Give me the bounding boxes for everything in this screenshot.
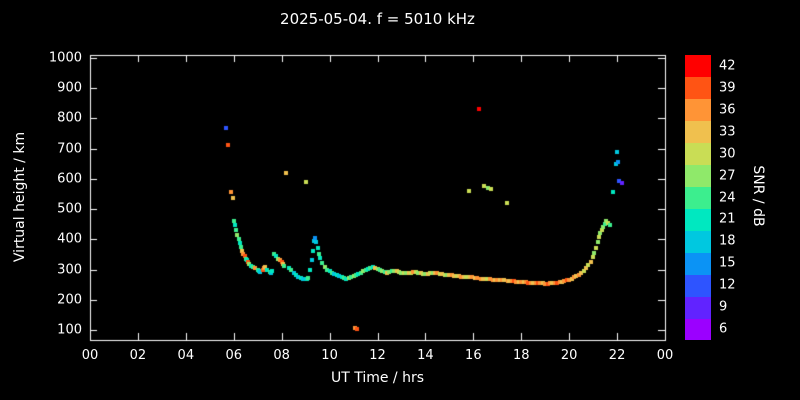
- colorbar-tick-label: 21: [719, 211, 736, 227]
- y-tick-label: 100: [57, 322, 82, 338]
- colorbar-band: [685, 296, 711, 319]
- colorbar-label: SNR / dB: [750, 165, 766, 227]
- colorbar-tick-label: 39: [719, 80, 736, 96]
- colorbar-band: [685, 164, 711, 188]
- colorbar-band: [685, 230, 711, 253]
- x-tick-label: 08: [273, 348, 290, 363]
- colorbar-band: [685, 252, 711, 275]
- x-tick-label: 06: [225, 348, 243, 363]
- snr-colorbar: [685, 55, 711, 341]
- y-tick-label: 600: [57, 171, 82, 187]
- colorbar-tick-label: 9: [719, 299, 728, 315]
- colorbar-tick-label: 15: [719, 255, 736, 271]
- colorbar-tick-label: 6: [719, 321, 728, 337]
- colorbar-tick-label: 18: [719, 233, 736, 249]
- y-tick-label: 200: [57, 292, 82, 308]
- x-tick-label: 22: [608, 348, 626, 363]
- x-tick-label: 00: [81, 348, 99, 363]
- colorbar-band: [685, 318, 711, 341]
- colorbar-tick-label: 24: [719, 190, 736, 205]
- y-tick-label: 800: [57, 110, 82, 126]
- x-tick-label: 20: [560, 348, 578, 363]
- x-tick-label: 14: [417, 348, 434, 363]
- y-tick-label: 1000: [48, 50, 82, 66]
- x-tick-label: 16: [465, 348, 482, 363]
- x-tick-label: 18: [512, 348, 530, 363]
- colorbar-band: [685, 76, 711, 100]
- x-tick-label: 02: [129, 348, 147, 363]
- y-axis-label: Virtual height / km: [12, 131, 28, 263]
- colorbar-tick-label: 33: [719, 124, 736, 140]
- y-tick-label: 700: [57, 141, 82, 157]
- x-tick-label: 12: [369, 348, 386, 363]
- x-tick-label: 10: [321, 348, 338, 363]
- colorbar-band: [685, 142, 711, 166]
- colorbar-band: [685, 120, 711, 144]
- colorbar-band: [685, 186, 711, 209]
- x-axis-label: UT Time / hrs: [330, 370, 425, 386]
- y-tick-label: 300: [57, 262, 82, 278]
- colorbar-tick-label: 12: [719, 277, 736, 293]
- y-tick-label: 400: [57, 231, 82, 247]
- colorbar-tick-label: 27: [719, 168, 736, 184]
- colorbar-band: [685, 208, 711, 231]
- y-tick-label: 500: [57, 201, 82, 217]
- y-tick-label: 900: [57, 80, 82, 96]
- colorbar-band: [685, 98, 711, 122]
- x-tick-label: 04: [177, 348, 195, 363]
- colorbar-tick-label: 36: [719, 102, 736, 118]
- colorbar-band: [685, 55, 711, 78]
- x-tick-label: 00: [656, 348, 674, 363]
- colorbar-tick-label: 30: [719, 146, 736, 162]
- colorbar-tick-label: 42: [719, 58, 736, 74]
- colorbar-band: [685, 274, 711, 297]
